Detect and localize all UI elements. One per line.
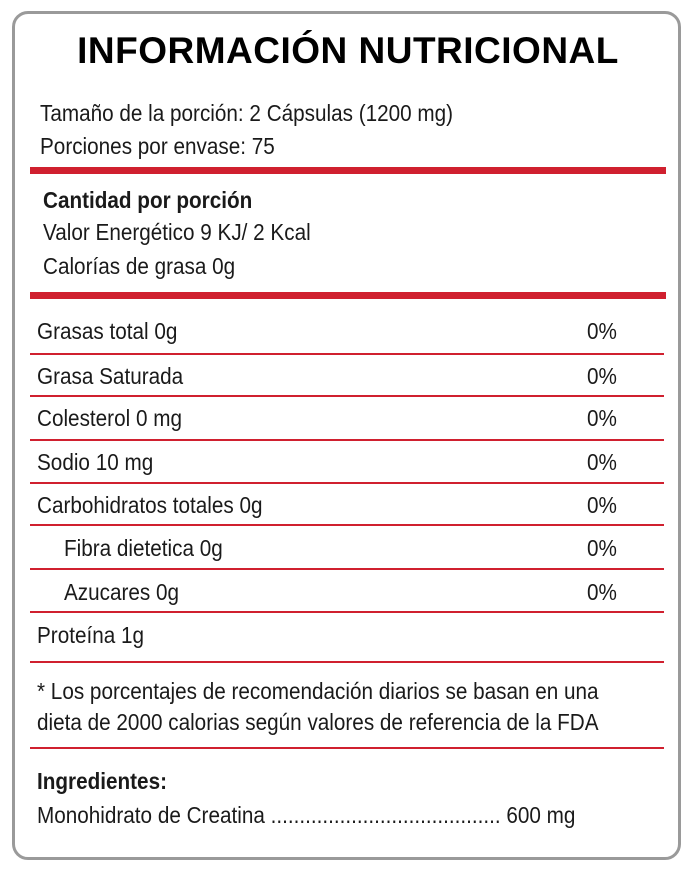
nutrient-pct: 0% [587,492,617,518]
row-divider [30,395,664,397]
row-divider [30,568,664,570]
energy-value: Valor Energético 9 KJ/ 2 Kcal [43,219,311,245]
nutrient-pct: 0% [587,405,617,431]
row-divider [30,524,664,526]
nutrient-pct: 0% [587,363,617,389]
row-divider [30,482,664,484]
section-divider [30,167,666,174]
label-title: INFORMACIÓN NUTRICIONAL [77,30,619,71]
footnote-line: * Los porcentajes de recomendación diari… [37,678,599,704]
amount-heading: Cantidad por porción [43,187,253,213]
nutrient-pct: 0% [587,579,617,605]
servings-per-container: Porciones por envase: 75 [40,133,275,159]
nutrient-name: Azucares 0g [64,579,180,605]
nutrient-pct: 0% [587,535,617,561]
section-divider [30,292,666,299]
row-divider [30,661,664,663]
row-divider [30,611,664,613]
nutrient-name: Sodio 10 mg [37,449,154,475]
serving-size: Tamaño de la porción: 2 Cápsulas (1200 m… [40,100,454,126]
nutrient-pct: 0% [587,318,617,344]
nutrition-label [12,11,681,860]
nutrient-pct: 0% [587,449,617,475]
ingredient-item: Monohidrato de Creatina ................… [37,802,576,828]
nutrient-name: Grasas total 0g [37,318,178,344]
row-divider [30,439,664,441]
ingredients-heading: Ingredientes: [37,768,167,794]
fat-calories: Calorías de grasa 0g [43,253,236,279]
footnote-line: dieta de 2000 calorias según valores de … [37,709,599,735]
nutrient-name: Proteína 1g [37,622,145,648]
row-divider [30,353,664,355]
nutrient-name: Fibra dietetica 0g [64,535,223,561]
nutrient-name: Grasa Saturada [37,363,184,389]
nutrient-name: Carbohidratos totales 0g [37,492,263,518]
row-divider [30,747,664,749]
nutrient-name: Colesterol 0 mg [37,405,182,431]
